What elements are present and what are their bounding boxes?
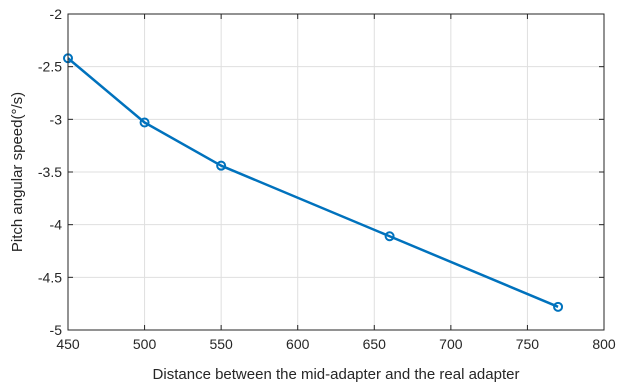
y-tick-label: -4 <box>50 217 63 233</box>
axis-ticks <box>67 13 605 331</box>
data-point-marker <box>384 231 395 242</box>
y-tick-label: -4.5 <box>38 269 62 285</box>
x-tick-label: 500 <box>133 336 157 352</box>
x-tick-label: 550 <box>209 336 233 352</box>
data-point-marker <box>553 301 564 312</box>
y-tick-labels: -5 -4.5 -4 -3.5 -3 -2.5 -2 <box>38 6 62 338</box>
x-tick-label: 600 <box>286 336 310 352</box>
x-tick-label: 450 <box>56 336 80 352</box>
y-tick-label: -5 <box>50 322 63 338</box>
series-line <box>67 57 559 308</box>
data-point-marker <box>139 117 150 128</box>
x-tick-label: 650 <box>363 336 387 352</box>
y-tick-label: -3.5 <box>38 164 62 180</box>
x-tick-label: 750 <box>516 336 540 352</box>
x-tick-labels: 450 500 550 600 650 700 750 800 <box>56 336 616 352</box>
x-tick-label: 800 <box>592 336 616 352</box>
y-tick-label: -3 <box>50 111 63 127</box>
x-tick-label: 700 <box>439 336 463 352</box>
y-tick-label: -2.5 <box>38 59 62 75</box>
x-axis-label: Distance between the mid-adapter and the… <box>153 366 520 383</box>
data-point-marker <box>216 160 227 171</box>
y-tick-label: -2 <box>50 6 63 22</box>
data-series <box>63 53 564 312</box>
y-axis-label: Pitch angular speed(°/s) <box>9 92 26 252</box>
grid-lines <box>67 13 605 331</box>
